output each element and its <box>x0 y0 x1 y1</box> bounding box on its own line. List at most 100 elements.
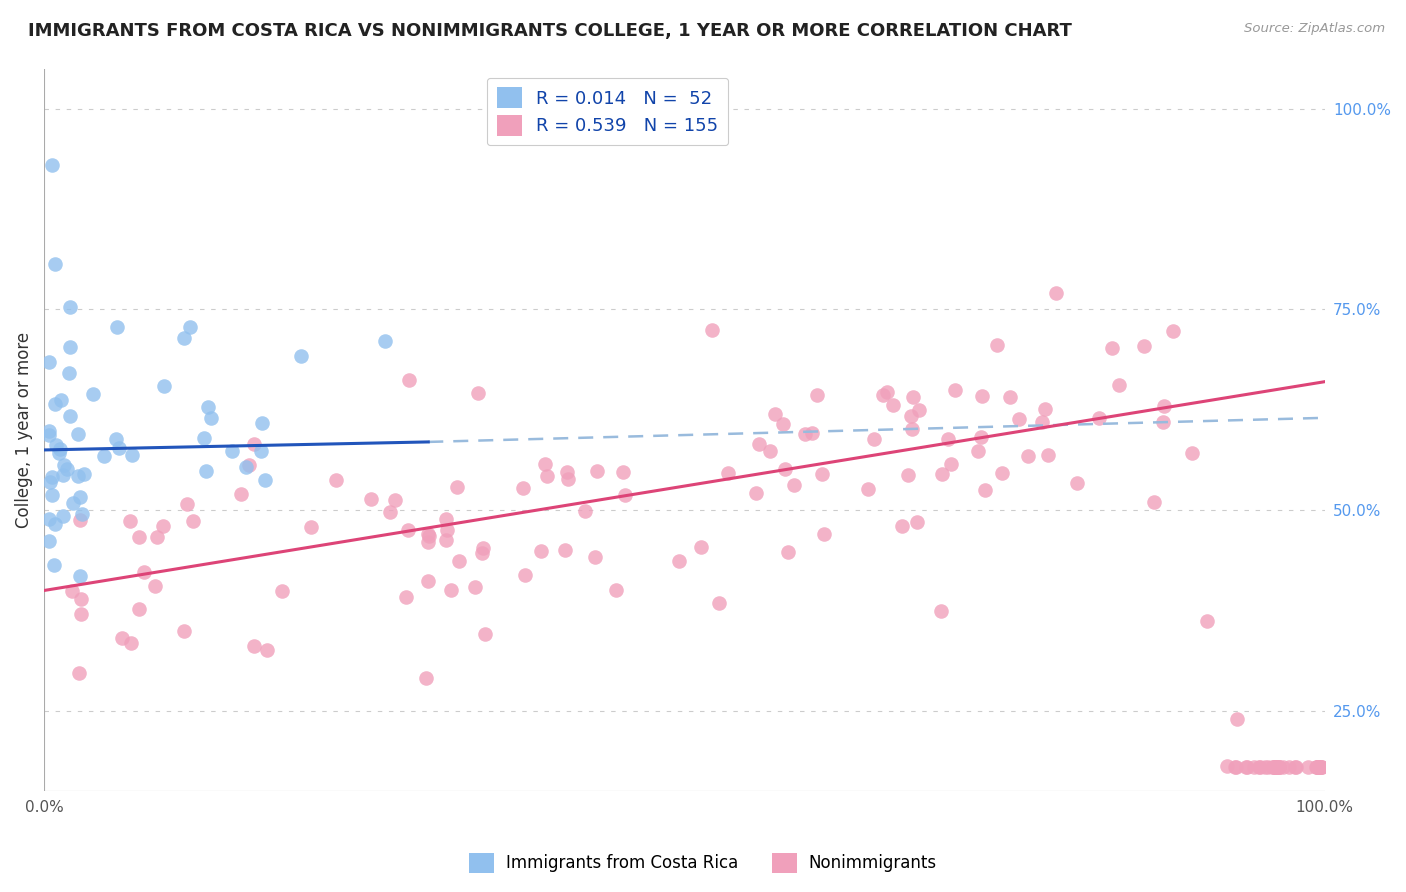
Point <box>794 426 817 441</box>
Point <box>513 568 536 582</box>
Point <box>325 473 347 487</box>
Point <box>533 457 555 471</box>
Point <box>1310 760 1333 774</box>
Point <box>51 393 73 408</box>
Point <box>1306 760 1329 774</box>
Point <box>41 158 63 172</box>
Point <box>59 409 82 423</box>
Point <box>1263 760 1285 774</box>
Point <box>536 469 558 483</box>
Point <box>969 430 991 444</box>
Point <box>1310 760 1333 774</box>
Point <box>1236 760 1258 774</box>
Point <box>290 349 312 363</box>
Point <box>1309 760 1331 774</box>
Point <box>1278 760 1301 774</box>
Point <box>374 334 396 349</box>
Point <box>41 488 63 502</box>
Point <box>467 385 489 400</box>
Point <box>986 338 1008 352</box>
Point <box>707 596 730 610</box>
Point <box>254 473 277 487</box>
Point <box>104 433 127 447</box>
Point <box>93 449 115 463</box>
Point <box>56 461 79 475</box>
Point <box>806 387 828 401</box>
Point <box>195 464 218 478</box>
Point <box>82 387 104 401</box>
Point <box>1268 760 1291 774</box>
Point <box>59 340 82 354</box>
Point <box>1264 760 1286 774</box>
Point <box>1225 760 1247 774</box>
Point <box>38 428 60 442</box>
Point <box>38 512 60 526</box>
Point <box>775 462 797 476</box>
Point <box>1133 339 1156 353</box>
Point <box>395 590 418 604</box>
Point <box>1008 411 1031 425</box>
Point <box>1108 377 1130 392</box>
Point <box>415 671 437 685</box>
Point <box>48 446 70 460</box>
Point <box>974 483 997 498</box>
Point <box>783 477 806 491</box>
Point <box>1268 760 1291 774</box>
Point <box>1216 759 1239 773</box>
Point <box>863 432 886 446</box>
Point <box>530 544 553 558</box>
Point <box>59 301 82 315</box>
Point <box>557 472 579 486</box>
Point <box>574 503 596 517</box>
Point <box>900 409 922 423</box>
Point <box>242 639 264 653</box>
Point <box>120 514 142 528</box>
Point <box>931 604 953 618</box>
Point <box>120 636 142 650</box>
Point <box>418 529 440 543</box>
Point <box>238 458 260 473</box>
Point <box>229 487 252 501</box>
Point <box>38 355 60 369</box>
Point <box>1038 448 1060 462</box>
Point <box>1247 760 1270 774</box>
Point <box>69 490 91 504</box>
Point <box>772 417 794 432</box>
Point <box>436 523 458 537</box>
Point <box>52 508 75 523</box>
Point <box>876 385 898 400</box>
Point <box>200 411 222 425</box>
Point <box>1267 760 1289 774</box>
Point <box>512 481 534 495</box>
Legend: Immigrants from Costa Rica, Nonimmigrants: Immigrants from Costa Rica, Nonimmigrant… <box>463 847 943 880</box>
Point <box>1031 415 1053 429</box>
Point <box>758 443 780 458</box>
Point <box>941 457 963 471</box>
Point <box>38 533 60 548</box>
Point <box>1257 760 1279 774</box>
Point <box>58 366 80 380</box>
Point <box>1143 494 1166 508</box>
Point <box>776 545 799 559</box>
Y-axis label: College, 1 year or more: College, 1 year or more <box>15 332 32 528</box>
Point <box>380 505 402 519</box>
Point <box>668 554 690 568</box>
Point <box>474 627 496 641</box>
Point <box>105 320 128 334</box>
Point <box>1153 399 1175 413</box>
Point <box>70 507 93 521</box>
Point <box>235 460 257 475</box>
Point <box>554 542 576 557</box>
Point <box>1264 760 1286 774</box>
Point <box>384 492 406 507</box>
Point <box>446 480 468 494</box>
Point <box>1152 415 1174 429</box>
Point <box>1261 760 1284 774</box>
Point <box>181 514 204 528</box>
Point <box>700 323 723 337</box>
Point <box>360 492 382 507</box>
Point <box>1234 760 1257 774</box>
Point <box>1267 760 1289 774</box>
Point <box>128 602 150 616</box>
Point <box>107 442 129 456</box>
